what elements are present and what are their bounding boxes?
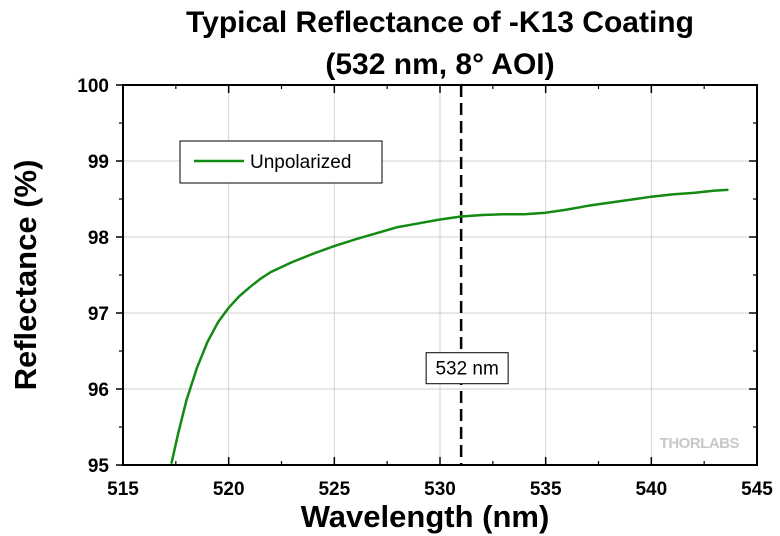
y-tick-labels: 95 96 97 98 99 100	[77, 76, 109, 477]
legend: Unpolarized	[179, 140, 383, 184]
x-tick-labels: 515 520 525 530 535 540 545	[107, 479, 773, 500]
thorlabs-logo: THORLABS	[660, 435, 740, 452]
axis-ticks	[116, 84, 758, 466]
x-tick-label: 515	[107, 479, 139, 500]
x-tick-label: 535	[530, 479, 562, 500]
x-tick-label: 525	[318, 479, 350, 500]
y-tick-label: 99	[88, 152, 109, 173]
legend-label: Unpolarized	[250, 152, 351, 173]
x-tick-label: 545	[741, 479, 773, 500]
y-axis-label: Reflectance (%)	[8, 160, 43, 391]
y-tick-label: 98	[88, 228, 109, 249]
series-line-unpolarized	[170, 188, 729, 464]
y-tick-label: 95	[88, 456, 110, 477]
y-tick-label: 97	[88, 304, 109, 325]
vline-label-group: 532 nm	[425, 352, 509, 385]
chart-subtitle: (532 nm, 8° AOI)	[325, 48, 554, 81]
y-tick-label: 100	[77, 76, 109, 97]
series-layer	[170, 188, 729, 464]
y-tick-label: 96	[88, 380, 109, 401]
x-tick-label: 540	[635, 479, 667, 500]
vline-label-box	[425, 352, 509, 385]
x-axis-label: Wavelength (nm)	[301, 499, 550, 534]
chart-title: Typical Reflectance of -K13 Coating	[186, 6, 694, 39]
x-tick-label: 520	[213, 479, 245, 500]
vline-label: 532 nm	[435, 359, 498, 380]
x-tick-label: 530	[424, 479, 456, 500]
